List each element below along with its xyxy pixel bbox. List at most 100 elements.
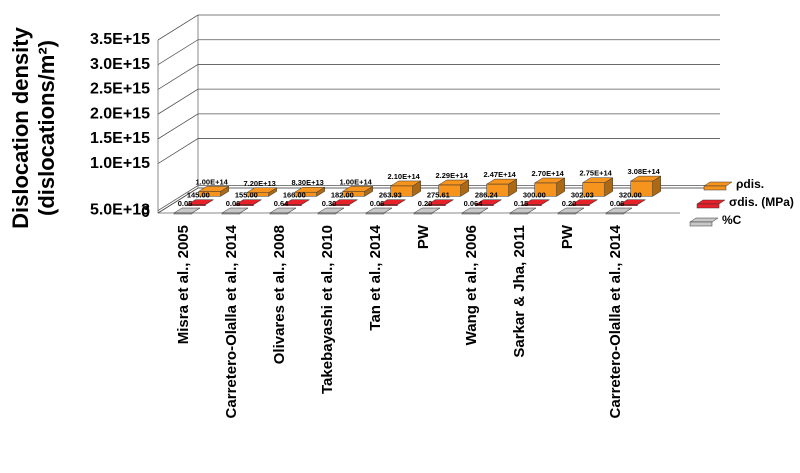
bar-front (509, 212, 529, 215)
value-label: 302.03 (571, 191, 594, 200)
bar (317, 207, 345, 215)
bar (197, 185, 230, 197)
y-tick-label: 3.0E+15 (90, 56, 150, 73)
bar-front (342, 191, 365, 197)
bar (437, 179, 470, 197)
grid-line (157, 138, 720, 164)
value-label: 182.00 (331, 191, 354, 200)
value-label: 1.00E+14 (196, 177, 229, 186)
bar-front (571, 204, 590, 206)
legend-item: %C (689, 213, 742, 227)
legend-label: ρdis. (736, 177, 764, 191)
bar (221, 207, 249, 215)
bar (461, 207, 489, 215)
value-label: 0.64 (274, 199, 289, 208)
value-label: 263.93 (379, 191, 402, 200)
bar-front (413, 212, 433, 215)
bar (365, 207, 393, 215)
value-label: 0.05 (178, 199, 193, 208)
bar-front (331, 204, 350, 206)
grid-line (157, 14, 720, 41)
legend-swatch (703, 181, 733, 187)
value-label: 145.00 (187, 191, 210, 200)
bar (282, 199, 311, 206)
bar (605, 207, 633, 215)
legend-swatch (703, 185, 727, 191)
bar (533, 177, 566, 197)
bar-top (173, 207, 201, 214)
y-tick-label: 0 (141, 204, 150, 221)
bar (413, 207, 441, 215)
value-label: 0.30 (322, 199, 337, 208)
value-label: 7.20E+13 (244, 179, 276, 188)
bar-front (461, 212, 481, 215)
bar-front (630, 180, 653, 197)
bar (293, 186, 326, 197)
bar-front (269, 212, 289, 215)
bar (474, 199, 503, 206)
bar (426, 199, 455, 206)
bar (341, 185, 374, 197)
x-tick-label: Carretero-Olalla et al., 2014 (223, 224, 240, 418)
value-label: 320.00 (619, 191, 642, 200)
value-label: 2.75E+14 (580, 169, 613, 178)
bar-top (317, 207, 345, 214)
value-label: 166.00 (283, 191, 306, 200)
bar-front (173, 212, 193, 215)
value-label: 2.10E+14 (388, 172, 421, 181)
bar (629, 175, 662, 197)
bar-front (605, 212, 625, 215)
value-label: 155.00 (235, 191, 258, 200)
bar-top (221, 207, 249, 214)
bar-front (187, 204, 206, 206)
bar-top (365, 207, 393, 214)
value-label: 0.20 (418, 199, 433, 208)
bar-top (461, 207, 489, 214)
y-tick-label: 1.0E+15 (90, 155, 150, 172)
y-axis-label: (dislocations/m²) (34, 40, 59, 216)
bar (570, 199, 599, 206)
value-label: 0.20 (562, 199, 577, 208)
value-label: 3.08E+14 (628, 167, 661, 176)
value-label: 2.47E+14 (484, 170, 517, 179)
x-tick-label: PW (559, 224, 576, 249)
bar (234, 199, 263, 206)
bar-top (269, 207, 297, 214)
bar-front (317, 212, 337, 215)
bar (245, 187, 278, 197)
bar-front (557, 212, 577, 215)
bar-front (427, 204, 446, 206)
legend-label: σdis. (MPa) (729, 195, 794, 209)
bar-top (557, 207, 585, 214)
bar-front (246, 192, 269, 197)
x-tick-label: PW (415, 224, 432, 249)
x-tick-label: Tan et al., 2014 (367, 224, 384, 330)
bar-front (198, 191, 221, 197)
y-tick-label: 3.5E+15 (90, 31, 150, 48)
bar (378, 199, 407, 206)
y-tick-label: 2.5E+15 (90, 81, 150, 98)
bar-top (413, 207, 441, 214)
value-label: 0.15 (514, 199, 529, 208)
bar (173, 207, 201, 215)
bar (485, 178, 518, 197)
legend-swatch (696, 199, 726, 205)
value-label: 275.61 (427, 191, 450, 200)
x-tick-label: Carretero-Olalla et al., 2014 (607, 224, 624, 418)
legend-item: ρdis. (703, 177, 764, 191)
bar (618, 199, 647, 206)
bar-front (619, 204, 638, 206)
value-label: 0.06 (370, 199, 385, 208)
legend-swatch (689, 217, 719, 223)
value-label: 286.24 (475, 191, 499, 200)
value-label: 2.70E+14 (532, 169, 565, 178)
bar-front (235, 204, 254, 206)
y-tick-label: 1.5E+15 (90, 130, 150, 147)
bar (186, 199, 215, 206)
bar (269, 207, 297, 215)
legend-label: %C (722, 213, 742, 227)
bar (581, 177, 614, 197)
bar-front (365, 212, 385, 215)
bar (330, 199, 359, 206)
